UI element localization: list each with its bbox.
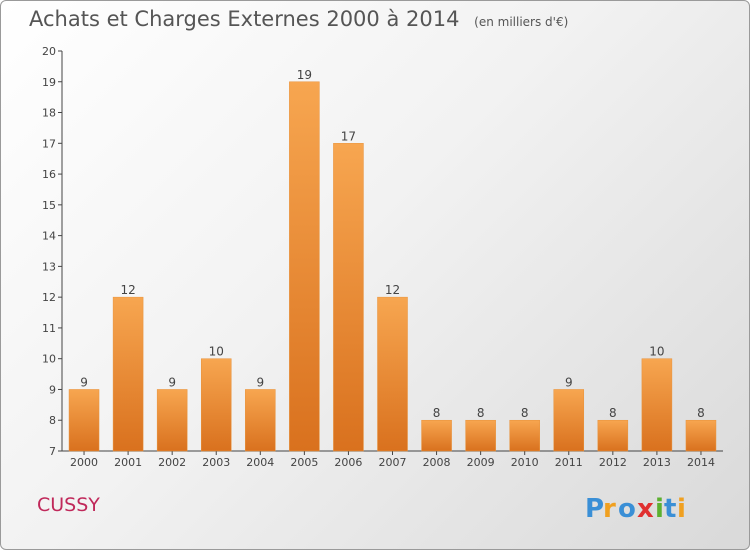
bar [245, 389, 276, 452]
x-tick-label: 2012 [599, 456, 627, 469]
bar-value-label: 12 [385, 283, 400, 297]
bar-value-label: 8 [433, 406, 441, 420]
svg-text:t: t [664, 494, 676, 524]
bar-value-label: 8 [697, 406, 705, 420]
x-tick-label: 2014 [687, 456, 715, 469]
bar [333, 143, 364, 452]
bar [509, 419, 540, 452]
x-tick-label: 2011 [555, 456, 583, 469]
axes: 7 8 9 10 11 12 13 14 15 16 17 18 19 20 2000 2001 2002 200… [42, 45, 723, 469]
bar [200, 358, 232, 452]
svg-text:P: P [585, 494, 604, 524]
bar-value-label: 9 [168, 375, 176, 389]
x-tick-label: 2013 [643, 456, 671, 469]
bar [641, 358, 673, 452]
x-tick-label: 2000 [70, 456, 98, 469]
y-tick-label: 17 [42, 137, 56, 150]
chart-title-text: Achats et Charges Externes 2000 à 2014 [29, 7, 460, 31]
y-tick-label: 10 [42, 353, 56, 366]
y-tick-label: 9 [49, 383, 56, 396]
bar [112, 296, 144, 452]
x-tick-label: 2007 [379, 456, 407, 469]
bar-value-label: 19 [297, 68, 312, 82]
y-tick-label: 19 [42, 76, 56, 89]
y-tick-label: 16 [42, 168, 56, 181]
y-tick-label: 12 [42, 291, 56, 304]
svg-text:o: o [618, 494, 636, 524]
bar [421, 419, 452, 452]
city-name: CUSSY [37, 494, 100, 516]
y-tick-label: 15 [42, 199, 56, 212]
bar-value-label: 10 [649, 345, 664, 359]
chart-unit: (en milliers d'€) [474, 15, 569, 29]
y-tick-label: 13 [42, 260, 56, 273]
bar-value-label: 12 [120, 283, 135, 297]
y-tick-label: 20 [42, 45, 56, 58]
y-tick-label: 14 [42, 230, 56, 243]
svg-text:r: r [603, 494, 616, 524]
svg-text:x: x [637, 494, 654, 524]
bar [597, 419, 629, 452]
y-tick-label: 8 [49, 414, 56, 427]
bar-value-label: 9 [256, 375, 264, 389]
x-tick-label: 2002 [158, 456, 186, 469]
bar [377, 296, 408, 452]
bar [289, 81, 320, 452]
bar [68, 389, 100, 452]
x-tick-label: 2001 [114, 456, 142, 469]
x-tick-label: 2003 [202, 456, 230, 469]
bar [156, 389, 188, 452]
bar [685, 419, 717, 452]
bar-value-label: 8 [521, 406, 529, 420]
x-tick-label: 2009 [467, 456, 495, 469]
proxiti-logo[interactable]: P r o x i t i [583, 489, 693, 525]
bar-value-label: 17 [341, 129, 356, 143]
x-tick-label: 2005 [290, 456, 318, 469]
y-tick-label: 18 [42, 107, 56, 120]
bar-value-label: 9 [80, 375, 88, 389]
bar [553, 389, 585, 452]
bar-value-label: 9 [565, 375, 573, 389]
x-tick-label: 2004 [246, 456, 274, 469]
data-labels: 9 12 9 10 9 19 17 12 8 8 8 9 8 10 8 [80, 68, 705, 420]
bar-value-label: 8 [609, 406, 617, 420]
bar [465, 419, 496, 452]
bars [68, 81, 717, 452]
y-tick-label: 7 [49, 445, 56, 458]
x-tick-label: 2008 [423, 456, 451, 469]
svg-text:i: i [655, 494, 664, 524]
x-tick-label: 2006 [334, 456, 362, 469]
y-tick-label: 11 [42, 322, 56, 335]
chart-title: Achats et Charges Externes 2000 à 2014 (… [29, 7, 568, 31]
bar-value-label: 10 [209, 345, 224, 359]
bar-value-label: 8 [477, 406, 485, 420]
svg-text:i: i [677, 494, 686, 524]
x-tick-label: 2010 [511, 456, 539, 469]
